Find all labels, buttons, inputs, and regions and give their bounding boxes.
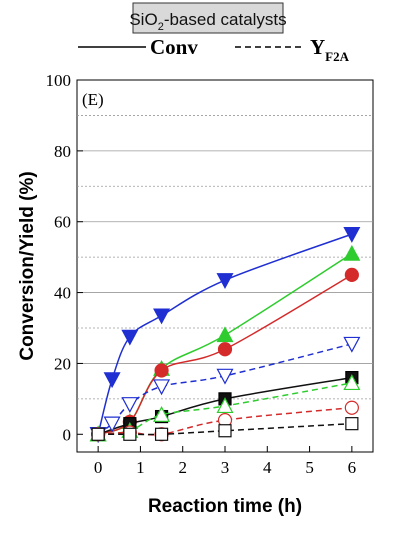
- x-axis-label: Reaction time (h): [148, 496, 302, 517]
- data-point: [343, 227, 361, 243]
- series-line: [98, 422, 352, 436]
- data-point: [103, 372, 121, 389]
- legend: Conv YF2A: [78, 35, 350, 64]
- data-point: [154, 363, 169, 378]
- header-text-main: SiO: [129, 10, 157, 29]
- data-point: [344, 267, 359, 282]
- x-tick-label: 1: [136, 458, 145, 477]
- series-7: [91, 417, 359, 441]
- y-tick-label: 80: [54, 142, 71, 161]
- legend-conv-label: Conv: [150, 35, 198, 59]
- data-point: [121, 397, 139, 413]
- x-tick-label: 5: [305, 458, 314, 477]
- data-point: [343, 336, 361, 353]
- series-line: [97, 343, 353, 435]
- data-point: [343, 244, 361, 261]
- panel-label: (E): [82, 90, 104, 109]
- y-tick-label: 100: [46, 71, 72, 90]
- y-axis-label: Conversion/Yield (%): [17, 171, 38, 360]
- x-tick-label: 0: [94, 458, 103, 477]
- legend-yield-main: Y: [310, 35, 325, 59]
- data-point: [216, 368, 234, 385]
- legend-yield-label: YF2A: [310, 35, 350, 64]
- x-tick-label: 6: [348, 458, 357, 477]
- data-point: [217, 342, 233, 357]
- x-tick-label: 3: [221, 458, 230, 477]
- data-point: [345, 417, 359, 431]
- x-tick-label: 2: [178, 458, 187, 477]
- y-ticks: 0 20 40 60 80 100: [46, 71, 83, 444]
- y-tick-label: 0: [63, 425, 72, 444]
- data-point: [218, 424, 232, 438]
- data-point: [123, 427, 137, 441]
- header-text-sub: 2: [158, 21, 164, 33]
- data-point: [153, 379, 171, 396]
- data-point: [216, 397, 234, 414]
- data-point: [216, 273, 234, 289]
- x-ticks: 0 1 2 3 4 5 6: [94, 446, 356, 477]
- data-point: [121, 329, 139, 346]
- data-point: [91, 427, 105, 441]
- series-group: [89, 227, 361, 444]
- legend-yield-sub: F2A: [325, 49, 349, 64]
- header-text-suffix: -based catalysts: [164, 10, 287, 29]
- header-box: [132, 2, 284, 34]
- header-text: SiO2-based catalysts: [129, 10, 286, 33]
- y-tick-label: 40: [54, 284, 71, 303]
- x-tick-label: 4: [263, 458, 272, 477]
- data-point: [153, 308, 171, 325]
- data-point: [103, 416, 121, 433]
- y-tick-label: 20: [54, 354, 71, 373]
- data-point: [216, 326, 234, 343]
- data-point: [343, 374, 361, 391]
- data-point: [153, 406, 171, 422]
- data-point: [344, 400, 359, 415]
- data-point: [154, 427, 169, 441]
- y-tick-label: 60: [54, 213, 71, 232]
